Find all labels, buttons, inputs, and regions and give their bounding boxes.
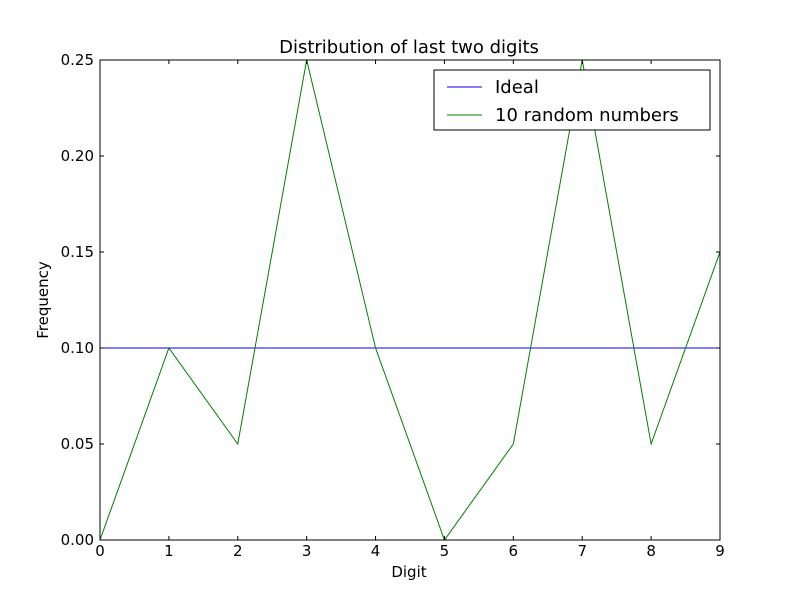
legend: Ideal 10 random numbers <box>433 69 711 131</box>
y-tick-label-0: 0.00 <box>61 531 94 549</box>
y-axis-label: Frequency <box>34 261 52 339</box>
y-tick-label-1: 0.05 <box>61 435 94 453</box>
series-layer <box>99 59 721 542</box>
ticks-layer: 0 1 2 3 4 5 6 7 8 9 0.00 0.05 0.10 0.15 0.20 0.25 <box>61 51 725 560</box>
chart-title: Distribution of last two digits <box>279 37 539 58</box>
x-tick-label-8: 8 <box>646 542 656 560</box>
x-tick-label-2: 2 <box>233 542 243 560</box>
legend-label-1: 10 random numbers <box>495 105 679 126</box>
x-tick-label-4: 4 <box>371 542 381 560</box>
y-tick-label-4: 0.20 <box>61 147 94 165</box>
y-tick-label-5: 0.25 <box>61 51 94 69</box>
x-tick-label-5: 5 <box>440 542 450 560</box>
y-tick-label-2: 0.10 <box>61 339 94 357</box>
plot-frame <box>99 59 721 541</box>
series-line-1 <box>99 59 721 542</box>
x-tick-label-9: 9 <box>715 542 725 560</box>
y-tick-label-3: 0.15 <box>61 243 94 261</box>
x-tick-label-0: 0 <box>95 542 105 560</box>
legend-label-0: Ideal <box>495 77 539 98</box>
legend-box <box>433 69 711 131</box>
x-axis-label: Digit <box>391 563 426 581</box>
x-tick-label-3: 3 <box>302 542 312 560</box>
x-tick-label-6: 6 <box>509 542 519 560</box>
x-tick-label-1: 1 <box>164 542 174 560</box>
x-tick-label-7: 7 <box>577 542 587 560</box>
